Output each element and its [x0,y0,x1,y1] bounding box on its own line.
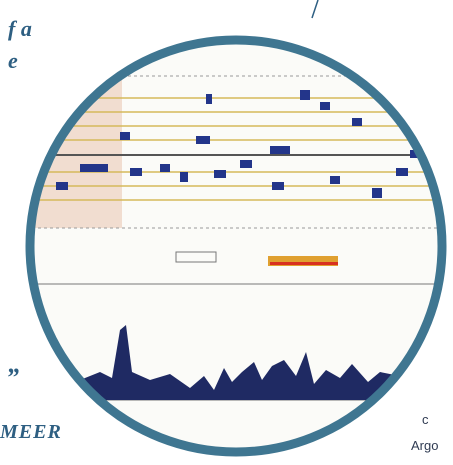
quote-mark: ” [6,363,19,392]
author: MEER [0,421,62,443]
margin-text: e [8,48,18,73]
page: f a e ” MEER c Argo [0,0,453,465]
side-text: c [422,412,429,427]
pointer-line [312,0,318,18]
magnified-screenshot [20,30,453,465]
margin-text: f a [8,16,32,41]
side-text: Argo [411,438,438,453]
page-art: f a e ” MEER c Argo [0,0,453,465]
